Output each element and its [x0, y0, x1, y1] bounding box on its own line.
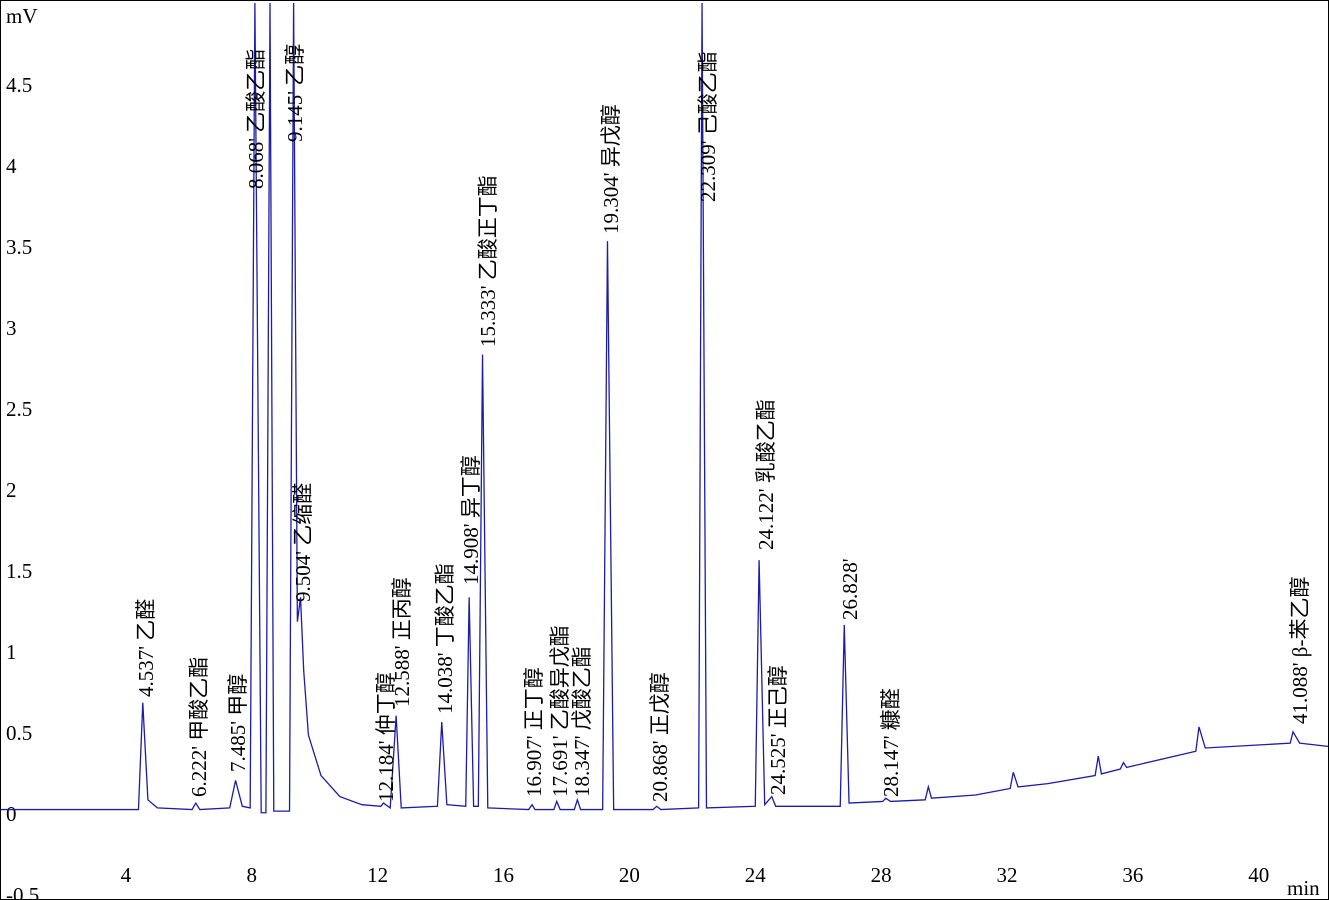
peak-label: 14.908' 异丁醇	[459, 455, 483, 585]
y-tick-label: 2.5	[6, 397, 32, 421]
y-tick-label: 4	[6, 154, 17, 178]
y-tick-label: 4.5	[6, 73, 32, 97]
x-tick-label: 36	[1122, 863, 1143, 887]
trace	[1, 2, 1328, 814]
y-tick-label: -0.5	[6, 883, 39, 900]
x-tick-label: 24	[745, 863, 767, 887]
y-tick-label: 1.5	[6, 559, 32, 583]
peak-label: 22.309' 己酸乙酯	[696, 51, 720, 202]
x-tick-label: 40	[1248, 863, 1269, 887]
y-axis-label: mV	[6, 4, 38, 28]
peak-label: 14.038' 丁酸乙酯	[433, 563, 457, 714]
peak-label: 16.907' 正丁醇	[522, 667, 546, 797]
peak-label: 41.088' β-苯乙醇	[1288, 577, 1312, 724]
peak-label: 24.122' 乳酸乙酯	[754, 399, 778, 550]
y-tick-label: 2	[6, 478, 17, 502]
x-tick-label: 32	[997, 863, 1018, 887]
y-tick-label: 1	[6, 640, 17, 664]
peak-label: 9.504' 乙缩醛	[291, 483, 315, 602]
x-tick-label: 8	[247, 863, 258, 887]
peak-label: 24.525' 正己醇	[766, 665, 790, 795]
x-tick-label: 28	[871, 863, 892, 887]
peak-label: 6.222' 甲酸乙酯	[187, 657, 211, 797]
peak-label: 15.333' 乙酸正丁酯	[476, 175, 500, 347]
x-tick-label: 16	[493, 863, 514, 887]
peak-label: 20.868' 正戊醇	[648, 672, 672, 802]
y-tick-label: 3.5	[6, 235, 32, 259]
peak-label: 26.828'	[838, 558, 862, 620]
y-tick-label: 0.5	[6, 721, 32, 745]
peak-label: 8.068' 乙酸乙酯	[244, 49, 268, 189]
peak-label: 17.691' 乙酸异戊酯	[548, 625, 572, 797]
peak-label: 12.184' 仲丁醇	[374, 672, 398, 802]
peak-label: 7.485' 甲醇	[226, 674, 250, 772]
peak-label: 12.588' 正丙醇	[390, 577, 414, 707]
x-tick-label: 12	[367, 863, 388, 887]
x-tick-label: 4	[121, 863, 132, 887]
x-axis-label: min	[1287, 876, 1320, 900]
peak-label: 18.347' 戊酸乙酯	[570, 646, 594, 797]
peak-label: 19.304' 异戊醇	[599, 104, 623, 234]
y-tick-label: 3	[6, 316, 17, 340]
peak-label: 9.145' 乙醇	[283, 44, 307, 142]
peak-label: 4.537' 乙醛	[134, 599, 158, 697]
x-tick-label: 20	[619, 863, 640, 887]
peak-label: 28.147' 糠醛	[879, 688, 903, 797]
y-tick-label: 0	[6, 802, 17, 826]
